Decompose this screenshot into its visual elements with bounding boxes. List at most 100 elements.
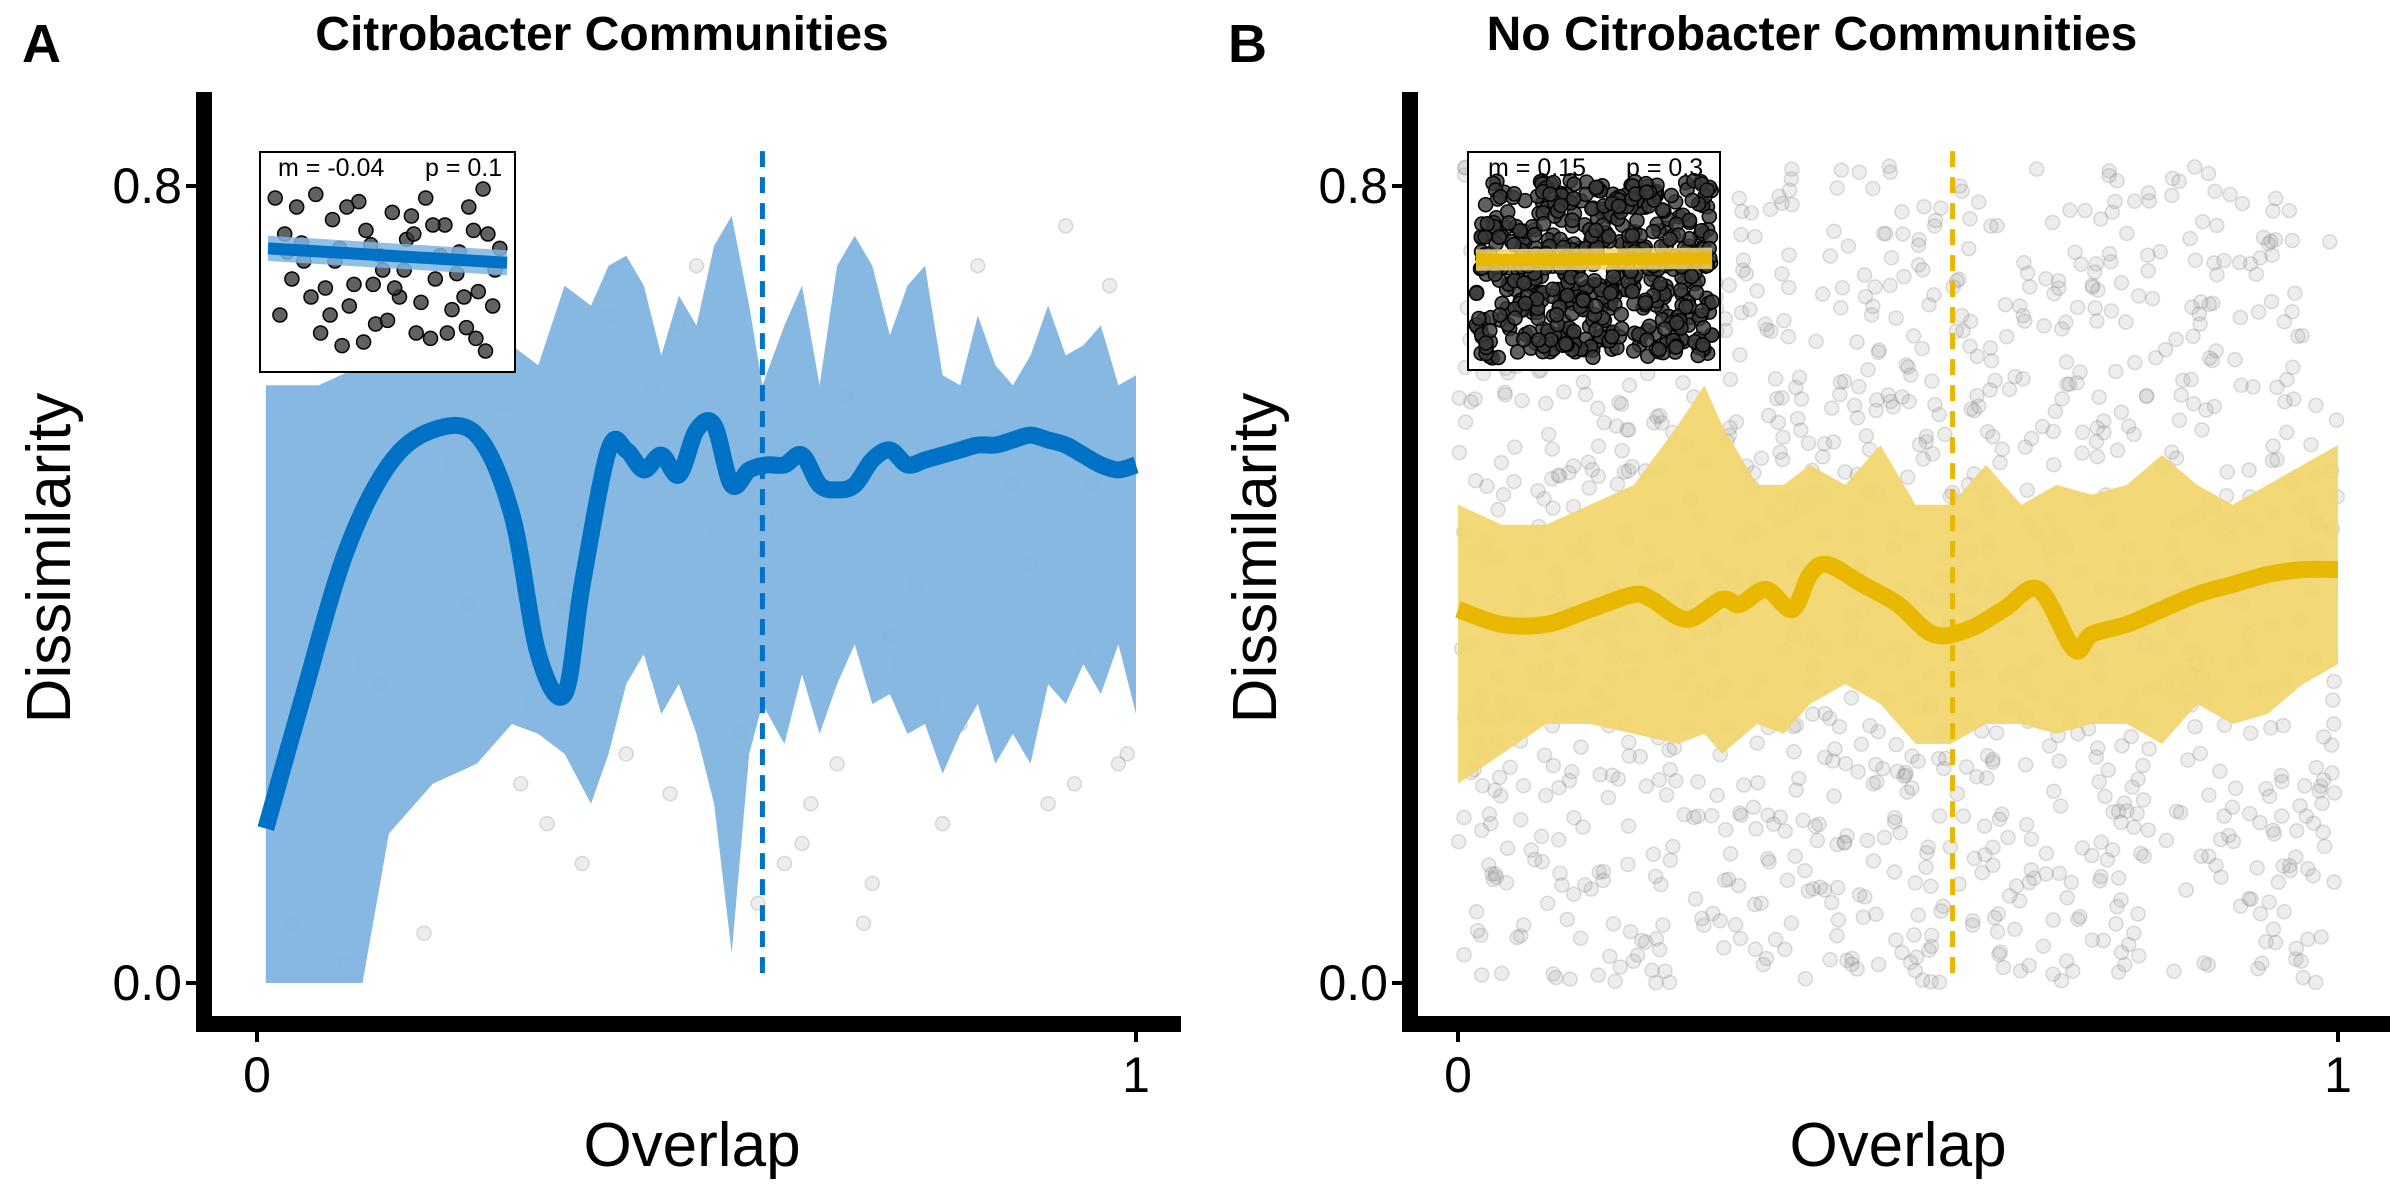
panel-b-x-axis-title: Overlap (1789, 1111, 2006, 1180)
scatter-point (1750, 284, 1764, 298)
scatter-point (2223, 188, 2237, 202)
inset-point (335, 339, 349, 353)
scatter-point (2119, 315, 2133, 329)
scatter-point (1992, 947, 2006, 961)
scatter-point (2174, 388, 2188, 402)
scatter-point (1452, 446, 1466, 460)
scatter-point (1938, 427, 1952, 441)
scatter-point (2060, 891, 2074, 905)
scatter-point (2265, 295, 2279, 309)
scatter-point (2086, 280, 2100, 294)
scatter-point (1922, 943, 1936, 957)
scatter-point (1995, 807, 2009, 821)
scatter-point (1996, 961, 2010, 975)
scatter-point (1788, 849, 1802, 863)
scatter-point (2075, 446, 2089, 460)
panel-a-x-axis-title: Overlap (583, 1111, 800, 1180)
scatter-point (1733, 806, 1747, 820)
inset-point (309, 187, 323, 201)
inset-point (1480, 217, 1494, 231)
scatter-point (2091, 450, 2105, 464)
scatter-point (1911, 908, 1925, 922)
scatter-point (2280, 425, 2294, 439)
scatter-point (2266, 204, 2280, 218)
scatter-point (1717, 941, 1731, 955)
scatter-point (1647, 416, 1661, 430)
scatter-point (1934, 201, 1948, 215)
scatter-point (1691, 809, 1705, 823)
scatter-point (2000, 330, 2014, 344)
inset-point (1640, 333, 1654, 347)
scatter-point (2315, 796, 2329, 810)
panel-b-inset-fit (1476, 248, 1712, 271)
scatter-point (1695, 911, 1709, 925)
scatter-point (1059, 219, 1073, 233)
inset-point (1546, 282, 1560, 296)
scatter-point (1537, 492, 1551, 506)
scatter-point (2094, 835, 2108, 849)
scatter-point (2046, 967, 2060, 981)
scatter-point (2052, 274, 2066, 288)
panel-b-inset-p-label: p = 0.3 (1626, 154, 1703, 182)
scatter-point (1475, 968, 1489, 982)
scatter-point (1912, 238, 1926, 252)
scatter-point (1775, 267, 1789, 281)
inset-point (1517, 333, 1531, 347)
panel-b-y-axis-title: Dissimilarity (1221, 393, 1290, 724)
scatter-point (2252, 305, 2266, 319)
scatter-point (1498, 388, 1512, 402)
inset-point (1517, 276, 1531, 290)
scatter-point (2318, 839, 2332, 853)
scatter-point (1623, 378, 1637, 392)
inset-point (1614, 307, 1628, 321)
scatter-point (2137, 793, 2151, 807)
scatter-point (2093, 874, 2107, 888)
scatter-point (1724, 847, 1738, 861)
scatter-point (2019, 758, 2033, 772)
y-tick-label: 0.8 (1318, 158, 1388, 214)
scatter-point (1872, 345, 1886, 359)
inset-point (1690, 286, 1704, 300)
scatter-point (1985, 354, 1999, 368)
scatter-point (1827, 224, 1841, 238)
scatter-point (2309, 398, 2323, 412)
inset-point (1627, 344, 1641, 358)
scatter-point (1916, 973, 1930, 987)
inset-point (268, 191, 282, 205)
scatter-point (2052, 866, 2066, 880)
scatter-point (2326, 693, 2340, 707)
scatter-point (1831, 913, 1845, 927)
inset-point (381, 313, 395, 327)
scatter-point (1649, 869, 1663, 883)
scatter-point (2030, 162, 2044, 176)
scatter-point (1888, 815, 1902, 829)
scatter-point (1784, 172, 1798, 186)
scatter-point (1457, 811, 1471, 825)
scatter-point (1621, 857, 1635, 871)
scatter-point (1767, 817, 1781, 831)
scatter-point (1928, 219, 1942, 233)
scatter-point (1744, 206, 1758, 220)
inset-point (1612, 199, 1626, 213)
scatter-point (540, 817, 554, 831)
scatter-point (2024, 832, 2038, 846)
scatter-point (2023, 280, 2037, 294)
inset-point (1589, 223, 1603, 237)
scatter-point (2235, 197, 2249, 211)
scatter-point (2115, 276, 2129, 290)
inset-point (318, 281, 332, 295)
scatter-point (1452, 391, 1466, 405)
scatter-point (2036, 939, 2050, 953)
scatter-point (2183, 232, 2197, 246)
scatter-point (1791, 412, 1805, 426)
scatter-point (2043, 739, 2057, 753)
scatter-point (1883, 278, 1897, 292)
scatter-point (1830, 838, 1844, 852)
scatter-point (2304, 438, 2318, 452)
scatter-point (1879, 227, 1893, 241)
scatter-point (1676, 376, 1690, 390)
inset-point (1638, 296, 1652, 310)
scatter-point (2264, 721, 2278, 735)
scatter-point (1865, 308, 1879, 322)
inset-point (424, 331, 438, 345)
